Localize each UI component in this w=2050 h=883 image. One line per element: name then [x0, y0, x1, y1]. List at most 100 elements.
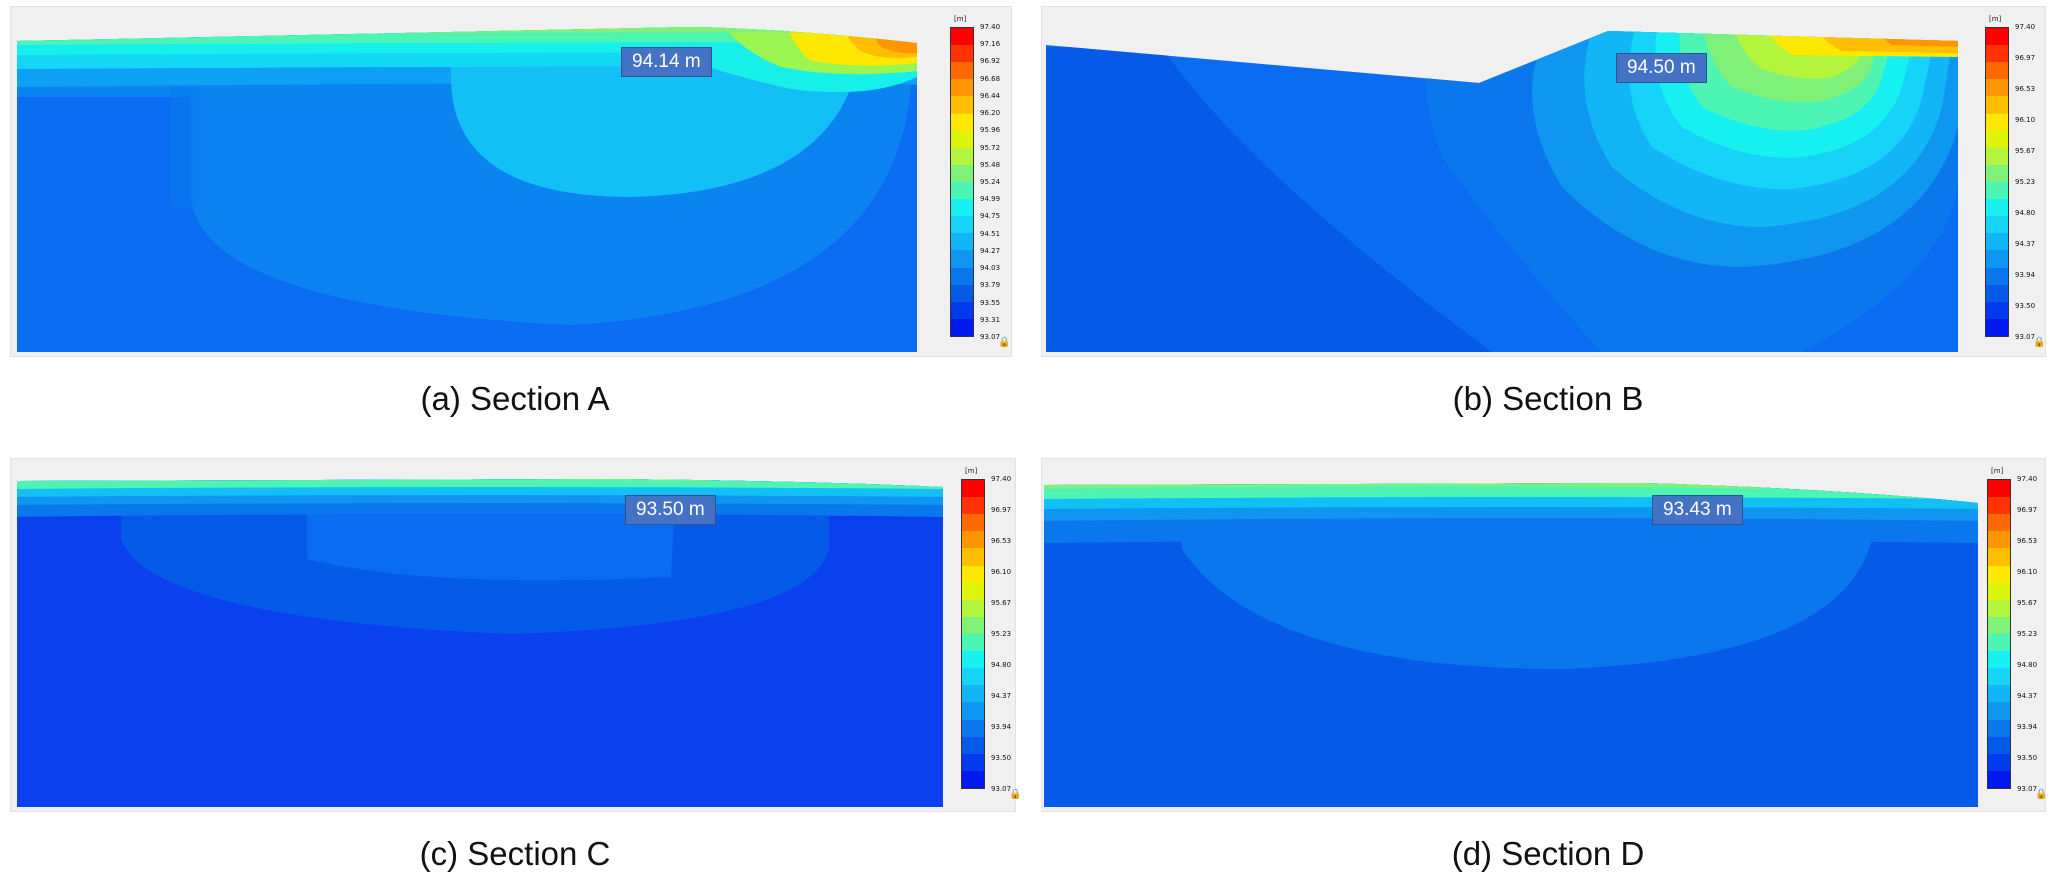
legend-swatch: [962, 497, 984, 515]
legend-swatch: [962, 651, 984, 669]
legend-swatch: [962, 668, 984, 686]
color-legend: [m] 97.40 96.97 96.53 96.10 95.67 95.23 94.80 9…: [1987, 467, 2049, 800]
contour-field-a: [17, 27, 917, 352]
legend-swatch: [1988, 668, 2010, 686]
legend-swatch: [962, 531, 984, 549]
legend-swatch: [951, 79, 973, 97]
panel-section-b: 94.50 m [m] 97.40 96.97 96.53 96.10 95.67 95.…: [1041, 6, 2046, 357]
legend-swatch: [1988, 565, 2010, 583]
legend-tick-label: 97.40: [980, 23, 1001, 31]
legend-swatch: [1988, 514, 2010, 532]
legend-tick-label: 94.03: [980, 264, 1001, 273]
value-label: 94.50 m: [1616, 53, 1707, 83]
legend-swatch: [962, 685, 984, 703]
legend-tick-label: 96.20: [980, 109, 1001, 118]
legend-tick-label: 97.40: [991, 475, 1012, 483]
legend-swatch: [951, 301, 973, 319]
legend-swatch: [1986, 318, 2008, 336]
caption: (b) Section B: [1452, 380, 1644, 417]
legend-tick-label: 96.97: [991, 506, 1012, 514]
panel-section-d: 93.43 m [m] 97.40 96.97 96.53 96.10 95.67 95.…: [1041, 458, 2049, 812]
legend-tick-label: 95.23: [2017, 630, 2038, 638]
legend-tick-label: 96.68: [980, 74, 1001, 83]
legend-unit: [m]: [954, 15, 967, 23]
legend-swatch: [962, 753, 984, 771]
legend-swatch: [962, 633, 984, 652]
legend-tick-label: 96.10: [991, 568, 1012, 576]
legend-swatch: [1986, 147, 2008, 165]
legend-swatch: [1988, 702, 2010, 720]
legend-tick-label: 93.50: [991, 754, 1012, 762]
legend-swatch: [962, 616, 984, 634]
legend-tick-label: 94.51: [980, 229, 1001, 238]
legend-tick-label: 95.67: [991, 599, 1012, 607]
legend-swatch: [951, 181, 973, 200]
legend-swatch: [1988, 736, 2010, 754]
legend-swatch: [1988, 616, 2010, 634]
caption: (c) Section C: [419, 835, 611, 872]
value-label: 94.14 m: [621, 47, 712, 77]
legend-swatch: [951, 267, 973, 285]
legend-swatch: [962, 548, 984, 566]
contour-field-b: [1046, 31, 1958, 352]
legend-swatch: [1986, 113, 2008, 131]
legend-swatch: [951, 318, 973, 336]
legend-swatch: [962, 770, 984, 788]
legend-swatch: [951, 216, 973, 234]
legend-tick-label: 93.79: [980, 281, 1001, 290]
legend-tick-label: 94.27: [980, 246, 1001, 255]
legend-tick-label: 96.44: [980, 91, 1001, 100]
legend-tick-label: 97.40: [2015, 23, 2036, 31]
legend-swatch: [1986, 164, 2008, 182]
legend-tick-label: 95.96: [980, 126, 1001, 135]
legend-tick-label: 93.50: [2015, 302, 2036, 310]
legend-swatch: [962, 514, 984, 532]
color-legend: [m] 97.40 96.97 96.53 96.10 95.67 95.23 94.80 9…: [961, 467, 1023, 800]
legend-swatch: [1988, 753, 2010, 771]
lock-icon: 🔒: [1009, 789, 1022, 800]
legend-swatch: [962, 480, 984, 498]
legend-swatch: [951, 28, 973, 46]
legend-swatch: [1986, 79, 2008, 97]
legend-swatch: [951, 96, 973, 114]
legend-tick-label: 93.50: [2017, 754, 2038, 762]
legend-unit: [m]: [1991, 467, 2004, 475]
panel-section-a: 94.14 m [m] 97.40 97.16 96.92 96.68 96.44 96.…: [10, 6, 1012, 357]
legend-swatch: [1988, 719, 2010, 737]
legend-swatch: [962, 565, 984, 583]
legend-swatch: [1986, 62, 2008, 80]
value-label: 93.50 m: [625, 495, 716, 525]
legend-tick-label: 96.53: [2015, 85, 2036, 93]
legend-swatch: [1986, 96, 2008, 114]
legend-swatch: [1986, 216, 2008, 234]
legend-tick-label: 95.72: [980, 143, 1001, 152]
lock-icon: 🔒: [2033, 337, 2046, 348]
legend-tick-label: 97.40: [2017, 475, 2038, 483]
legend-tick-label: 94.75: [980, 212, 1001, 221]
legend-tick-label: 94.80: [2015, 209, 2036, 217]
legend-swatch: [962, 582, 984, 600]
legend-swatch: [1988, 633, 2010, 652]
value-label: 93.43 m: [1652, 495, 1743, 525]
panel-section-c: 93.50 m [m] 97.40 96.97 96.53 96.10 95.67 95.…: [10, 458, 1021, 812]
legend-tick-label: 93.94: [991, 723, 1012, 731]
legend-swatch: [1986, 199, 2008, 217]
legend-tick-label: 96.10: [2015, 116, 2036, 124]
legend-swatch: [962, 599, 984, 617]
legend-unit: [m]: [1989, 15, 2002, 23]
legend-tick-label: 93.94: [2015, 271, 2036, 279]
legend-tick-label: 95.48: [980, 160, 1001, 169]
legend-tick-label: 93.31: [980, 315, 1001, 324]
legend-swatch: [1988, 582, 2010, 600]
legend-tick-label: 96.97: [2015, 54, 2036, 62]
legend-swatch: [951, 199, 973, 217]
legend-tick-label: 93.07: [2017, 785, 2038, 793]
caption: (a) Section A: [420, 380, 610, 417]
legend-swatch: [1988, 548, 2010, 566]
legend-unit: [m]: [965, 467, 978, 475]
lock-icon: 🔒: [2035, 789, 2048, 800]
caption: (d) Section D: [1451, 835, 1645, 872]
legend-bar: [950, 27, 974, 337]
legend-tick-label: 96.53: [2017, 537, 2038, 545]
legend-swatch: [1988, 599, 2010, 617]
